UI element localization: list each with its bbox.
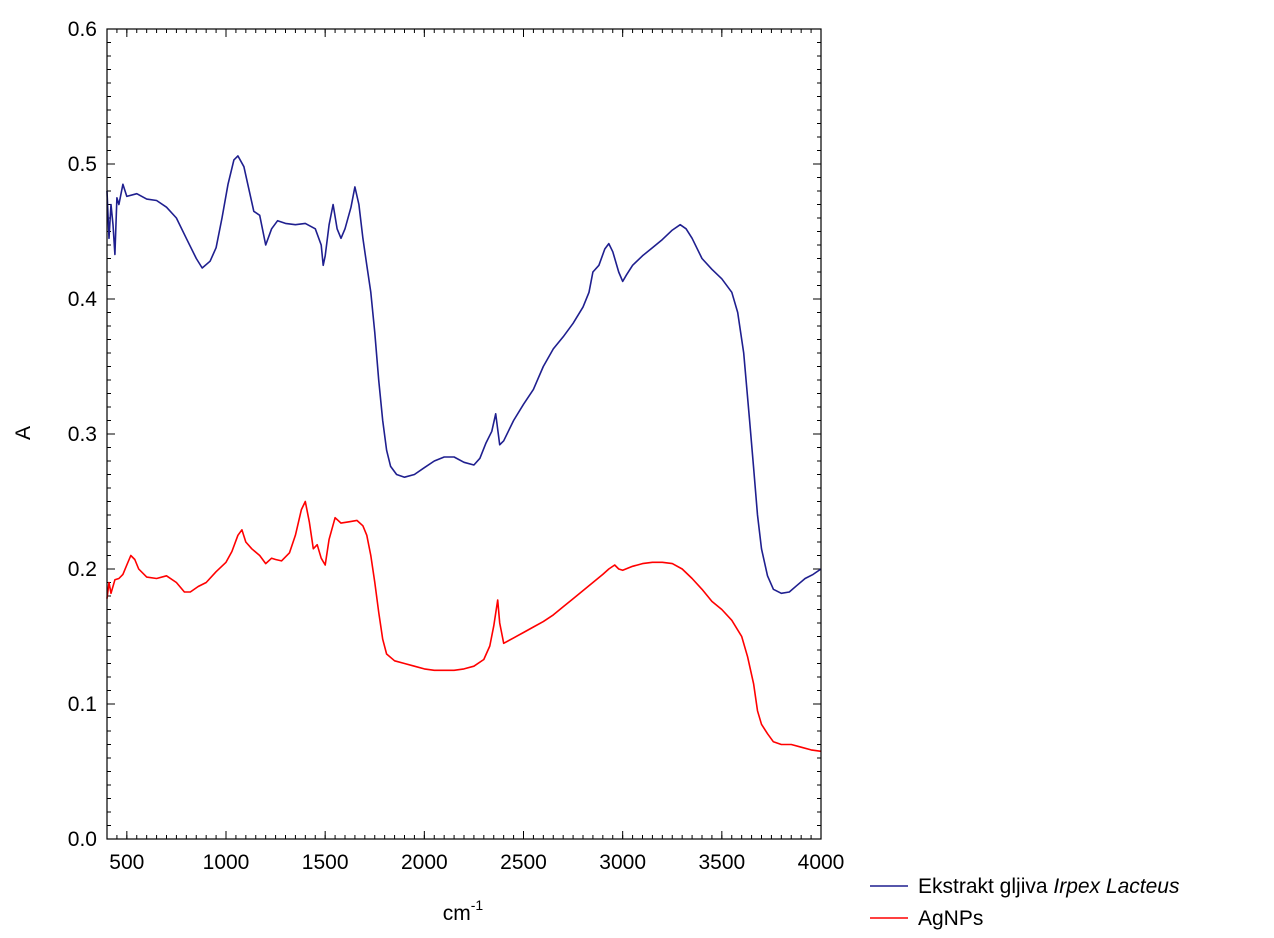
y-tick-label: 0.2 xyxy=(68,558,97,581)
legend-label-0: Ekstrakt gljiva Irpex Lacteus xyxy=(918,875,1180,898)
x-tick-label: 4000 xyxy=(798,851,845,874)
y-tick-label: 0.4 xyxy=(68,288,98,311)
x-axis-label-unit: cm xyxy=(443,902,471,925)
x-axis-label: cm-1 xyxy=(443,897,484,925)
x-tick-label: 3000 xyxy=(599,851,646,874)
y-tick-label: 0.1 xyxy=(68,693,97,716)
plot-area: 500 1000 1500 2000 2500 3000 3500 4000 0.0 0.1 0.2… xyxy=(68,18,845,874)
x-tick-label: 3500 xyxy=(698,851,745,874)
x-tick-label: 500 xyxy=(109,851,144,874)
x-tick-label: 1000 xyxy=(203,851,250,874)
legend: Ekstrakt gljiva Irpex Lacteus AgNPs xyxy=(870,875,1180,930)
y-tick-label: 0.5 xyxy=(68,153,97,176)
y-axis-label: A xyxy=(12,426,35,440)
legend-label-part: Irpex Lacteus xyxy=(1053,875,1180,898)
y-tick-label: 0.0 xyxy=(68,828,97,851)
x-tick-label: 2000 xyxy=(401,851,448,874)
x-axis-label-exponent: -1 xyxy=(471,897,484,913)
x-tick-label: 2500 xyxy=(500,851,547,874)
legend-label-part: Ekstrakt gljiva xyxy=(918,875,1053,898)
y-tick-label: 0.6 xyxy=(68,18,97,41)
y-tick-label: 0.3 xyxy=(68,423,97,446)
x-tick-label: 1500 xyxy=(302,851,349,874)
series-line-0 xyxy=(106,155,822,595)
series-line-1 xyxy=(106,500,822,753)
legend-label-1: AgNPs xyxy=(918,907,983,930)
plot-frame xyxy=(106,28,822,840)
